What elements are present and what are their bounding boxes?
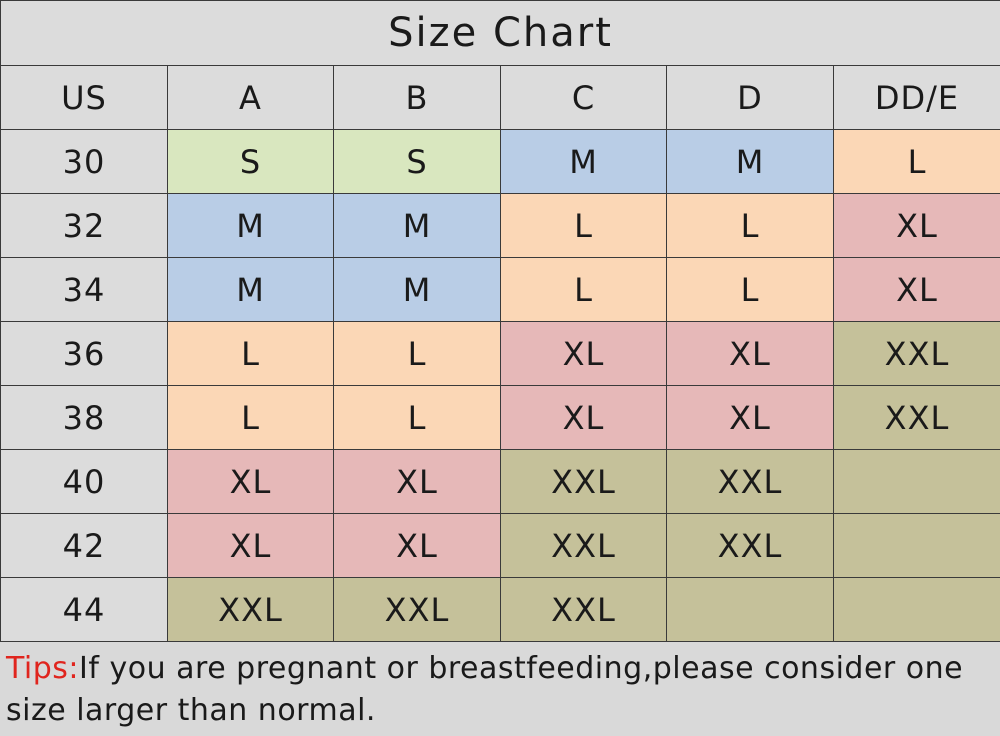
size-cell: L [333,385,501,450]
header-cup-dde: DD/E [833,65,1000,130]
size-cell: XXL [500,513,667,578]
size-cell: M [333,193,501,258]
size-cell: XXL [833,321,1000,386]
size-cell [833,513,1000,578]
size-cell: XL [666,385,834,450]
size-cell: XL [666,321,834,386]
table-row: 42 XL XL XXL XXL [0,513,1000,578]
size-cell: XL [333,449,501,514]
size-table: Size Chart US A B C D DD/E 30 S S M M L 32 M M L L… [0,0,1000,642]
us-band-cell: 40 [0,449,168,514]
header-us: US [0,65,168,130]
table-row: 38 L L XL XL XXL [0,385,1000,450]
table-row: 32 M M L L XL [0,193,1000,258]
size-cell: M [333,257,501,322]
header-cup-c: C [500,65,667,130]
size-cell: XXL [666,513,834,578]
size-cell: S [167,129,334,194]
table-row: 34 M M L L XL [0,257,1000,322]
us-band-cell: 42 [0,513,168,578]
size-cell: M [167,193,334,258]
header-cup-d: D [666,65,834,130]
size-cell [833,577,1000,642]
us-band-cell: 32 [0,193,168,258]
size-cell: L [666,257,834,322]
size-cell: L [666,193,834,258]
us-band-cell: 38 [0,385,168,450]
size-cell: XL [167,513,334,578]
header-cup-b: B [333,65,501,130]
size-cell: XXL [167,577,334,642]
size-cell: XXL [333,577,501,642]
size-cell: L [500,257,667,322]
size-cell: L [167,321,334,386]
size-cell: XL [167,449,334,514]
header-cup-a: A [167,65,334,130]
size-cell: XXL [666,449,834,514]
size-cell [666,577,834,642]
size-cell: L [833,129,1000,194]
table-body: 30 S S M M L 32 M M L L XL 34 M M L L XL 36 L L XL XL XXL 38 L L XL… [0,129,1000,642]
size-cell [833,449,1000,514]
us-band-cell: 30 [0,129,168,194]
tips-note: Tips:If you are pregnant or breastfeedin… [6,648,996,732]
size-cell: XL [333,513,501,578]
table-row: 40 XL XL XXL XXL [0,449,1000,514]
size-cell: M [500,129,667,194]
size-cell: M [666,129,834,194]
size-cell: XXL [500,449,667,514]
size-cell: XL [833,257,1000,322]
table-row: 36 L L XL XL XXL [0,321,1000,386]
size-cell: S [333,129,501,194]
size-cell: L [333,321,501,386]
size-cell: XL [833,193,1000,258]
size-cell: XL [500,321,667,386]
table-row: 44 XXL XXL XXL [0,577,1000,642]
size-cell: L [500,193,667,258]
tips-label: Tips: [6,651,80,686]
size-cell: XXL [500,577,667,642]
size-cell: M [167,257,334,322]
size-chart: Size Chart US A B C D DD/E 30 S S M M L 32 M M L L… [0,0,1000,642]
tips-text: If you are pregnant or breastfeeding,ple… [6,651,964,728]
table-row: 30 S S M M L [0,129,1000,194]
us-band-cell: 44 [0,577,168,642]
size-cell: XXL [833,385,1000,450]
chart-title: Size Chart [0,0,1000,66]
us-band-cell: 34 [0,257,168,322]
size-cell: L [167,385,334,450]
us-band-cell: 36 [0,321,168,386]
size-cell: XL [500,385,667,450]
header-row: US A B C D DD/E [0,65,1000,130]
